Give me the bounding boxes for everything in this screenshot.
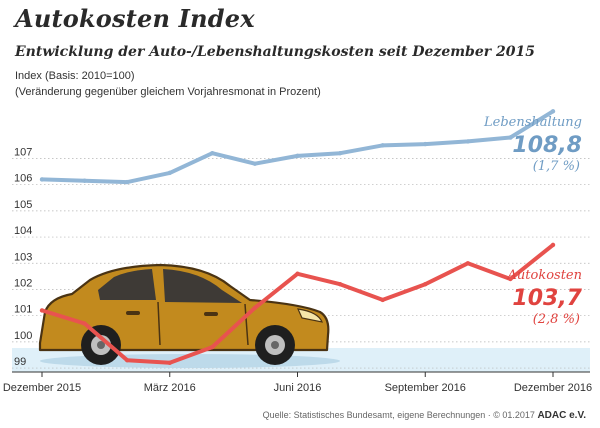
data-point-lebenshaltung — [337, 151, 343, 156]
source-text: Quelle: Statistisches Bundesamt, eigene … — [262, 410, 535, 420]
data-point-autokosten — [337, 282, 343, 287]
data-point-lebenshaltung — [295, 153, 300, 159]
data-point-autokosten — [508, 276, 513, 282]
label-lebenshaltung-value: 108,8 — [512, 133, 582, 158]
data-point-lebenshaltung — [380, 143, 385, 148]
y-tick-label: 104 — [14, 225, 32, 237]
series-line-lebenshaltung — [40, 109, 555, 185]
data-point-autokosten — [252, 305, 258, 311]
data-point-lebenshaltung — [82, 178, 87, 183]
chart-title: Autokosten Index — [15, 4, 255, 33]
car-illustration — [38, 263, 340, 368]
data-point-lebenshaltung — [465, 139, 471, 144]
data-point-lebenshaltung — [167, 170, 172, 176]
data-point-lebenshaltung — [39, 177, 45, 182]
label-lebenshaltung-change: (1,7 %) — [533, 159, 580, 174]
data-point-lebenshaltung — [423, 141, 428, 147]
data-point-autokosten — [167, 360, 172, 366]
x-tick-label: Juni 2016 — [274, 382, 322, 394]
y-tick-label: 99 — [14, 356, 26, 368]
y-tick-label: 106 — [14, 173, 32, 185]
chart-subtitle: Entwicklung der Auto-/Lebenshaltungskost… — [15, 44, 535, 60]
label-autokosten-change: (2,8 %) — [533, 312, 580, 327]
y-tick-label: 105 — [14, 199, 32, 211]
data-point-autokosten — [210, 344, 215, 350]
y-tick-label: 101 — [14, 304, 32, 316]
change-note: (Veränderung gegenüber gleichem Vorjahre… — [15, 86, 321, 98]
data-point-lebenshaltung — [550, 109, 556, 114]
label-autokosten-value: 103,7 — [512, 286, 582, 311]
source-note: Quelle: Statistisches Bundesamt, eigene … — [263, 410, 586, 421]
y-tick-label: 107 — [14, 146, 32, 158]
x-tick-label: Dezember 2015 — [3, 382, 81, 394]
x-tick-label: März 2016 — [144, 382, 196, 394]
brand-logo: ADAC e.V. — [537, 410, 586, 421]
x-tick-label: September 2016 — [385, 382, 466, 394]
data-point-lebenshaltung — [252, 161, 258, 166]
data-point-autokosten — [465, 261, 471, 266]
data-point-autokosten — [295, 271, 300, 276]
data-point-autokosten — [82, 321, 87, 326]
data-point-autokosten — [39, 308, 45, 313]
data-point-autokosten — [423, 282, 428, 287]
y-tick-label: 102 — [14, 277, 32, 289]
data-point-autokosten — [380, 297, 385, 303]
data-point-autokosten — [124, 358, 130, 363]
data-point-lebenshaltung — [210, 151, 215, 156]
y-tick-label: 103 — [14, 251, 32, 263]
x-tick-label: Dezember 2016 — [514, 382, 592, 394]
label-autokosten-name: Autokosten — [507, 268, 582, 283]
data-point-lebenshaltung — [508, 135, 513, 140]
index-note: Index (Basis: 2010=100) — [15, 70, 135, 82]
data-point-autokosten — [550, 242, 556, 248]
data-point-lebenshaltung — [124, 179, 130, 185]
label-lebenshaltung-name: Lebenshaltung — [483, 115, 582, 130]
y-tick-label: 100 — [14, 330, 32, 342]
